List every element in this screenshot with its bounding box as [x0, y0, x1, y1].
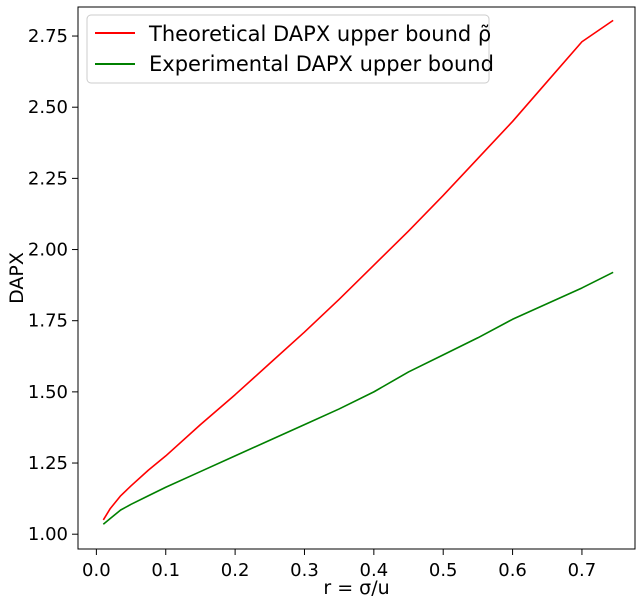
plot-frame: [77, 6, 636, 550]
y-tick-label: 1.50: [28, 382, 68, 403]
x-tick-label: 0.2: [221, 560, 250, 581]
legend-box: [86, 14, 490, 84]
y-tick-label: 1.00: [28, 524, 68, 545]
y-tick-label: 2.25: [28, 168, 68, 189]
legend-label-theoretical: Theoretical DAPX upper bound ρ̃: [148, 22, 491, 46]
legend: Theoretical DAPX upper bound ρ̃ Experime…: [86, 14, 494, 84]
x-axis-label: r = σ/u: [323, 577, 389, 599]
x-tick-label: 0.7: [568, 560, 597, 581]
y-tick-label: 2.50: [28, 97, 68, 118]
y-tick-label: 1.25: [28, 453, 68, 474]
x-tick-label: 0.3: [290, 560, 319, 581]
x-tick-label: 0.6: [498, 560, 527, 581]
x-tick-label: 0.4: [360, 560, 389, 581]
series-line-theoretical: [102, 19, 614, 521]
y-tick-label: 1.75: [28, 311, 68, 332]
series-layer: [102, 19, 614, 525]
y-axis-label: DAPX: [6, 252, 28, 304]
y-axis: 1.00 1.25 1.50 1.75 2.00 2.25 2.50 2.75: [28, 26, 78, 545]
y-tick-label: 2.00: [28, 240, 68, 261]
y-tick-label: 2.75: [28, 26, 68, 47]
series-line-experimental: [102, 271, 614, 525]
plot-area: [78, 7, 635, 549]
x-tick-label: 0.0: [82, 560, 111, 581]
x-tick-label: 0.5: [429, 560, 458, 581]
x-axis: 0.0 0.1 0.2 0.3 0.4 0.5 0.6 0.7: [82, 549, 596, 581]
x-tick-label: 0.1: [151, 560, 180, 581]
legend-label-experimental: Experimental DAPX upper bound: [149, 52, 494, 76]
